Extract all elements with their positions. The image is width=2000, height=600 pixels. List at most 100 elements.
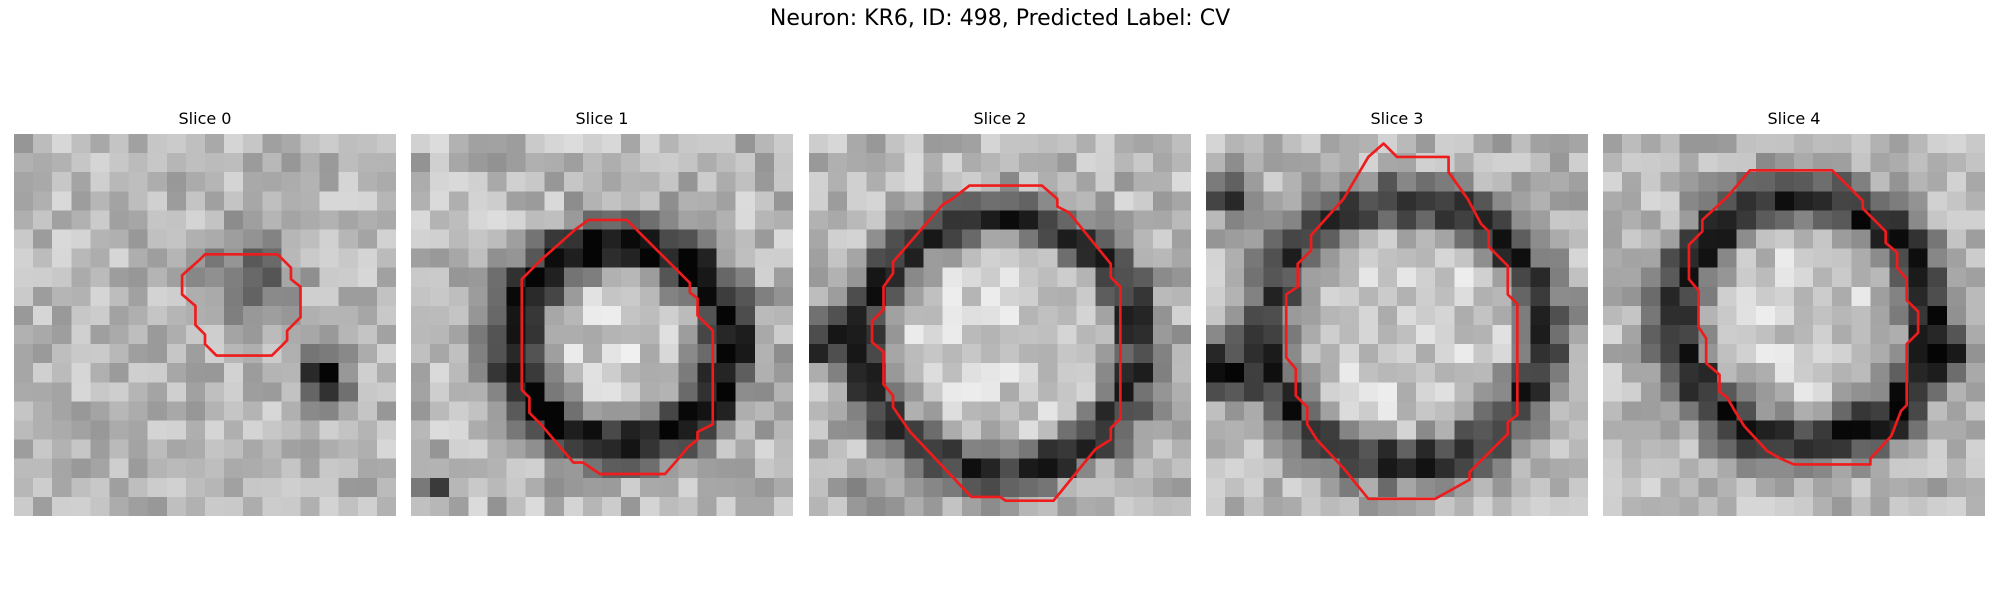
pixel — [525, 363, 546, 383]
pixel — [1511, 382, 1532, 402]
pixel — [1057, 382, 1077, 402]
pixel — [1568, 496, 1588, 516]
pixel — [773, 363, 793, 383]
pixel — [1736, 496, 1757, 516]
pixel — [1889, 134, 1909, 154]
pixel — [1965, 401, 1985, 421]
pixel — [1679, 305, 1699, 326]
pixel — [338, 286, 359, 307]
pixel — [1244, 496, 1264, 516]
pixel — [885, 439, 905, 460]
pixel — [1114, 172, 1135, 192]
pixel — [1870, 420, 1890, 440]
pixel — [1794, 496, 1814, 516]
pixel — [525, 172, 546, 192]
pixel — [411, 344, 431, 364]
pixel — [621, 439, 641, 460]
pixel — [716, 325, 737, 345]
pixel — [1435, 210, 1455, 230]
pixel — [205, 382, 225, 402]
pixel — [506, 153, 526, 173]
pixel — [1454, 401, 1474, 421]
pixel — [942, 305, 963, 326]
pixel — [678, 191, 698, 211]
pixel — [582, 382, 603, 402]
pixel — [735, 458, 756, 479]
pixel — [1263, 210, 1283, 230]
pixel — [14, 286, 34, 307]
pixel — [1549, 305, 1570, 326]
pixel — [1301, 382, 1321, 402]
pixel — [544, 267, 565, 288]
pixel — [319, 267, 340, 288]
pixel — [697, 153, 717, 173]
pixel — [773, 134, 793, 154]
pixel — [1870, 344, 1890, 364]
pixel — [1530, 248, 1551, 269]
pixel — [185, 248, 206, 269]
pixel — [449, 363, 469, 383]
pixel — [980, 401, 1001, 421]
pixel — [1397, 458, 1417, 479]
pixel — [1339, 134, 1360, 154]
pixel — [1549, 420, 1570, 440]
pixel — [1133, 344, 1154, 364]
pixel — [1568, 344, 1588, 364]
pixel — [1908, 496, 1929, 516]
pixel — [809, 172, 829, 192]
pixel — [109, 477, 129, 498]
pixel — [376, 267, 396, 288]
pixel — [828, 420, 848, 440]
pixel — [1114, 248, 1135, 269]
pixel — [885, 305, 905, 326]
pixel — [281, 172, 301, 192]
pixel — [885, 134, 905, 154]
pixel — [468, 325, 488, 345]
pixel — [1717, 153, 1738, 173]
pixel — [1774, 344, 1795, 364]
pixel — [621, 191, 641, 211]
pixel — [1908, 286, 1929, 307]
pixel — [1549, 229, 1570, 249]
pixel — [1511, 153, 1532, 173]
pixel — [961, 344, 982, 364]
pixel — [1019, 267, 1039, 288]
pixel — [942, 420, 963, 440]
slice-panel-0: Slice 0 — [14, 108, 396, 516]
pixel — [544, 286, 565, 307]
pixel — [411, 439, 431, 460]
pixel — [449, 344, 469, 364]
pixel — [1889, 229, 1909, 249]
pixel — [1927, 420, 1948, 440]
pixel — [1114, 477, 1135, 498]
pixel — [942, 439, 963, 460]
pixel — [1851, 363, 1871, 383]
pixel — [1320, 477, 1341, 498]
pixel — [109, 382, 129, 402]
pixel — [338, 229, 359, 249]
pixel — [1171, 305, 1191, 326]
pixel — [1965, 382, 1985, 402]
pixel — [1225, 344, 1245, 364]
pixel — [1641, 305, 1661, 326]
pixel — [1603, 325, 1623, 345]
pixel — [1057, 420, 1077, 440]
pixel — [147, 344, 168, 364]
pixel — [678, 229, 698, 249]
pixel — [1339, 248, 1360, 269]
pixel — [1397, 363, 1417, 383]
pixel — [1282, 210, 1302, 230]
pixel — [1641, 229, 1661, 249]
pixel — [716, 229, 737, 249]
pixel — [1946, 305, 1967, 326]
pixel — [1946, 458, 1967, 479]
pixel — [1000, 305, 1020, 326]
pixel — [1397, 229, 1417, 249]
pixel — [866, 210, 886, 230]
pixel — [678, 134, 698, 154]
pixel — [1454, 248, 1474, 269]
pixel — [281, 496, 301, 516]
pixel — [621, 153, 641, 173]
pixel — [487, 363, 507, 383]
pixel — [1813, 439, 1833, 460]
